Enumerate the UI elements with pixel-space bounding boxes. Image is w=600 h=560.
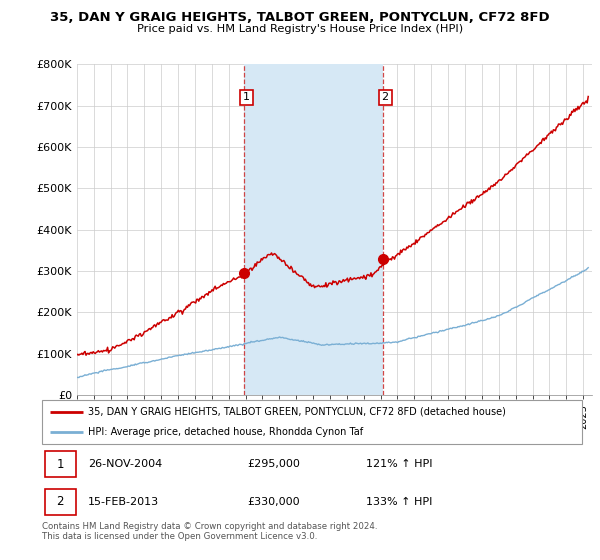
Text: £295,000: £295,000 bbox=[247, 459, 300, 469]
Text: 2: 2 bbox=[56, 496, 64, 508]
Text: Price paid vs. HM Land Registry's House Price Index (HPI): Price paid vs. HM Land Registry's House … bbox=[137, 24, 463, 34]
Text: 15-FEB-2013: 15-FEB-2013 bbox=[88, 497, 159, 507]
Text: 1: 1 bbox=[243, 92, 250, 102]
Bar bbox=[45, 488, 76, 515]
Text: 35, DAN Y GRAIG HEIGHTS, TALBOT GREEN, PONTYCLUN, CF72 8FD (detached house): 35, DAN Y GRAIG HEIGHTS, TALBOT GREEN, P… bbox=[88, 407, 506, 417]
Text: 1: 1 bbox=[56, 458, 64, 470]
Text: 35, DAN Y GRAIG HEIGHTS, TALBOT GREEN, PONTYCLUN, CF72 8FD: 35, DAN Y GRAIG HEIGHTS, TALBOT GREEN, P… bbox=[50, 11, 550, 24]
Text: Contains HM Land Registry data © Crown copyright and database right 2024.
This d: Contains HM Land Registry data © Crown c… bbox=[42, 522, 377, 542]
Text: 2: 2 bbox=[382, 92, 389, 102]
Bar bbox=[45, 451, 76, 477]
Text: HPI: Average price, detached house, Rhondda Cynon Taf: HPI: Average price, detached house, Rhon… bbox=[88, 427, 363, 437]
Text: 26-NOV-2004: 26-NOV-2004 bbox=[88, 459, 162, 469]
Text: 133% ↑ HPI: 133% ↑ HPI bbox=[366, 497, 433, 507]
Bar bbox=[244, 64, 383, 395]
Text: £330,000: £330,000 bbox=[247, 497, 300, 507]
Text: 121% ↑ HPI: 121% ↑ HPI bbox=[366, 459, 433, 469]
